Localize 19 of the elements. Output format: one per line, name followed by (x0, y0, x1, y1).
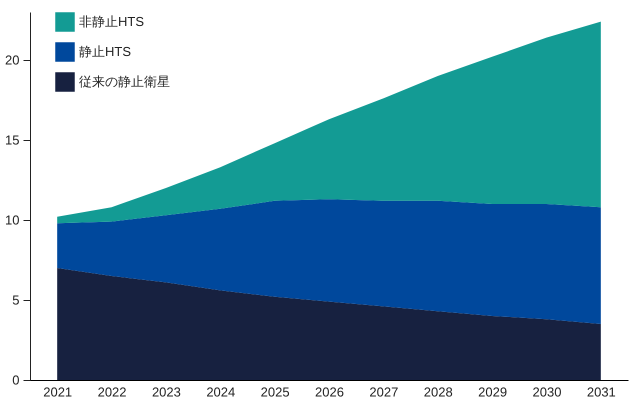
legend-label: 非静止HTS (79, 14, 144, 29)
x-tick-label: 2026 (315, 384, 344, 400)
y-tick-label: 0 (12, 372, 20, 388)
legend-label: 静止HTS (79, 44, 132, 59)
x-tick-label: 2025 (260, 384, 290, 400)
x-tick-label: 2027 (369, 384, 398, 400)
x-tick-label: 2028 (424, 384, 453, 400)
legend-label: 従来の静止衛星 (79, 74, 170, 89)
x-tick-label: 2021 (43, 384, 72, 400)
y-tick-label: 10 (5, 212, 20, 228)
x-tick-label: 2030 (532, 384, 562, 400)
x-tick-label: 2024 (206, 384, 236, 400)
x-tick-label: 2022 (98, 384, 127, 400)
y-tick-label: 20 (5, 52, 20, 68)
x-tick-label: 2031 (586, 384, 616, 400)
y-tick-label: 15 (5, 132, 20, 148)
y-tick-label: 5 (12, 292, 20, 308)
x-tick-label: 2029 (478, 384, 508, 400)
x-tick-label: 2023 (152, 384, 181, 400)
